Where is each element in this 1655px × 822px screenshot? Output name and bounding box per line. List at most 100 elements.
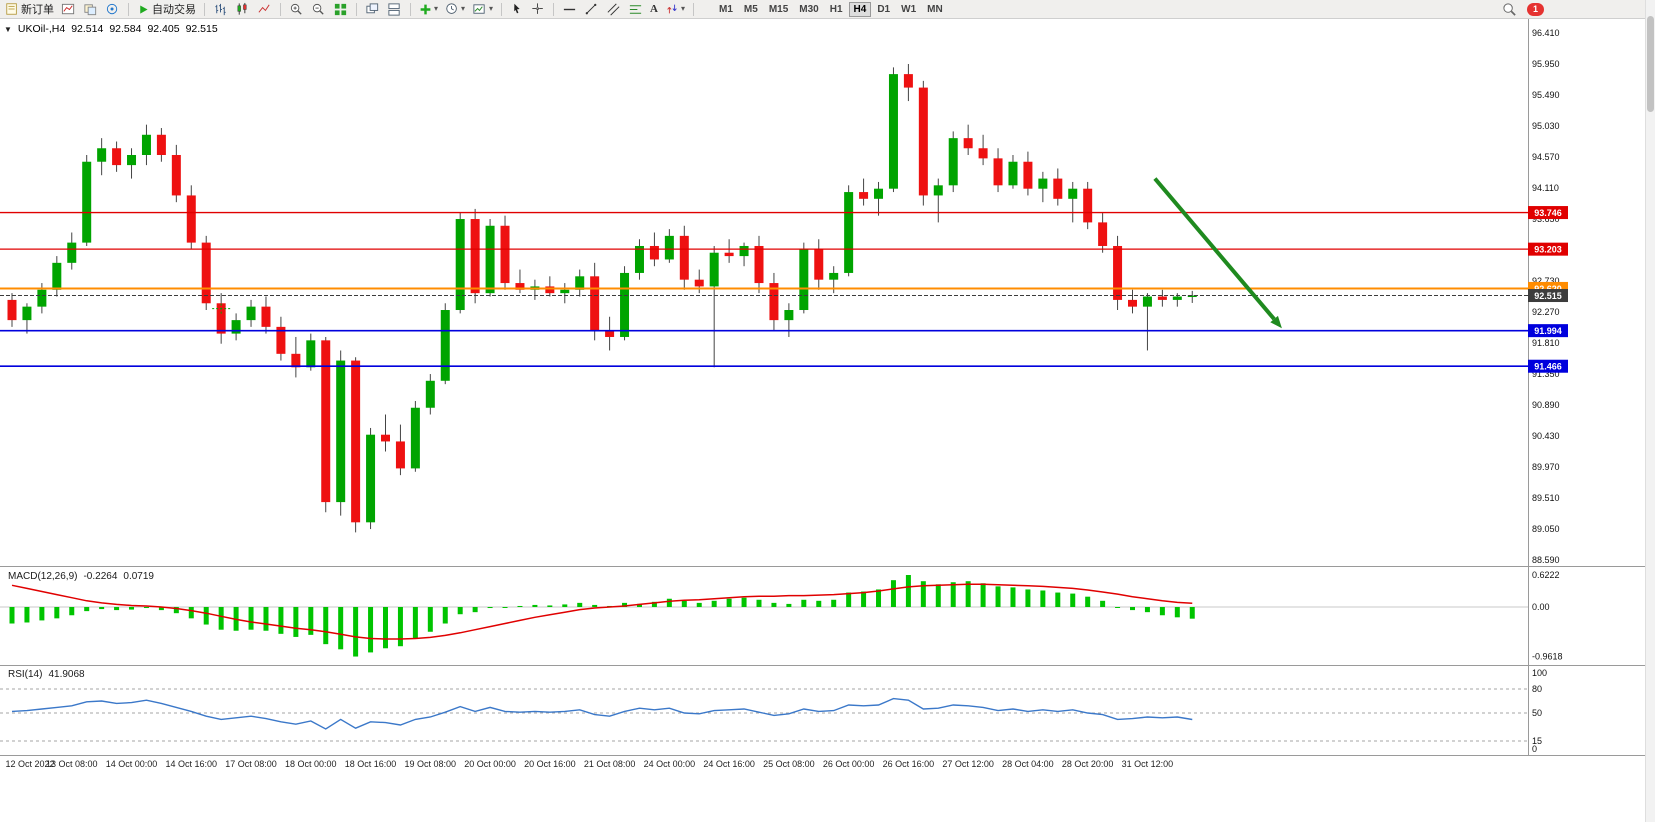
svg-text:92.515: 92.515 (1534, 291, 1562, 301)
svg-text:92.730: 92.730 (1532, 276, 1560, 286)
price-badge-91.994 (1528, 324, 1568, 338)
channel-icon (607, 3, 620, 15)
ohlc-bars-icon (215, 3, 226, 15)
toolbar-separator (501, 2, 503, 16)
tf-button-M15[interactable]: M15 (764, 2, 793, 17)
support-button[interactable] (103, 1, 122, 18)
profiles-icon (84, 3, 97, 15)
cursor-tool-button[interactable] (508, 1, 526, 18)
chevron-down-icon: ▾ (434, 4, 439, 13)
vertical-scrollbar[interactable] (1645, 0, 1655, 822)
trend-arrow[interactable] (1153, 177, 1276, 321)
hline-tool-button[interactable] (560, 1, 579, 18)
search-icon[interactable] (1502, 2, 1517, 17)
trendline-tool-button[interactable] (582, 1, 601, 18)
text-label-icon: A (650, 3, 658, 15)
svg-text:80: 80 (1532, 684, 1542, 694)
zoom-out-icon (312, 3, 324, 15)
svg-text:15: 15 (1532, 736, 1542, 746)
trendline-icon (585, 3, 597, 14)
new-chart-icon (61, 3, 75, 14)
candlestick-series (7, 64, 1197, 533)
oneclick-expand-icon[interactable]: ▼ (4, 24, 12, 34)
rsi-title: RSI(14) (8, 669, 43, 680)
svg-text:95.950: 95.950 (1532, 59, 1560, 69)
toolbar-separator (204, 2, 205, 16)
svg-text:26 Oct 00:00: 26 Oct 00:00 (823, 759, 875, 769)
bar-chart-type-button[interactable] (211, 1, 230, 18)
svg-text:89.050: 89.050 (1532, 524, 1560, 534)
svg-text:17 Oct 08:00: 17 Oct 08:00 (225, 759, 277, 769)
arrows-tool-button[interactable]: ▾ (663, 1, 687, 18)
svg-text:14 Oct 00:00: 14 Oct 00:00 (106, 759, 158, 769)
svg-text:88.590: 88.590 (1532, 555, 1560, 565)
tf-button-W1[interactable]: W1 (896, 2, 921, 17)
crosshair-tool-button[interactable] (529, 1, 547, 18)
new-order-icon (6, 3, 17, 15)
tf-button-D1[interactable]: D1 (872, 2, 895, 17)
periods-button[interactable]: ▾ (443, 1, 467, 18)
symbol-period-label: UKOil-,H4 (17, 23, 66, 35)
support-icon (106, 3, 118, 14)
timeframe-toolbar: M1 M5 M15 M30 H1 H4 D1 W1 MN (714, 1, 948, 17)
channel-tool-button[interactable] (604, 1, 623, 18)
arrange-windows-button[interactable] (385, 1, 404, 18)
candlestick-type-button[interactable] (233, 1, 252, 18)
macd-signal-value: 0.0719 (123, 571, 154, 582)
open-value: 92.514 (71, 23, 104, 35)
tf-button-H1[interactable]: H1 (825, 2, 848, 17)
profiles-button[interactable] (81, 1, 100, 18)
scrollbar-thumb[interactable] (1647, 16, 1654, 112)
tile-windows-icon (334, 3, 347, 15)
svg-text:24 Oct 16:00: 24 Oct 16:00 (703, 759, 755, 769)
svg-text:14 Oct 16:00: 14 Oct 16:00 (166, 759, 218, 769)
svg-text:-0.9618: -0.9618 (1532, 652, 1563, 662)
play-icon (140, 4, 148, 14)
tile-windows-button[interactable] (331, 1, 350, 18)
line-chart-type-button[interactable] (255, 1, 274, 18)
new-chart-button[interactable] (59, 1, 78, 18)
svg-text:91.466: 91.466 (1534, 362, 1562, 372)
trend-arrow-head[interactable] (1270, 315, 1282, 329)
tf-button-M30[interactable]: M30 (794, 2, 823, 17)
tf-button-MN[interactable]: MN (922, 2, 948, 17)
zoom-out-button[interactable] (309, 1, 328, 18)
tf-button-M5[interactable]: M5 (739, 2, 763, 17)
cascade-windows-button[interactable] (363, 1, 382, 18)
svg-text:12 Oct 2022: 12 Oct 2022 (5, 759, 54, 769)
cursor-icon (514, 3, 520, 14)
indicators-button[interactable]: ▾ (417, 1, 440, 18)
rsi-axis: 100 80 50 150 (1532, 668, 1547, 754)
text-tool-button[interactable]: A (648, 1, 660, 18)
clock-icon (446, 3, 457, 14)
new-order-button[interactable]: 新订单 (3, 1, 56, 18)
svg-text:27 Oct 12:00: 27 Oct 12:00 (942, 759, 994, 769)
svg-text:93.203: 93.203 (1534, 245, 1562, 255)
chevron-down-icon: ▾ (681, 4, 686, 13)
svg-text:100: 100 (1532, 668, 1547, 678)
autotrade-button[interactable]: 自动交易 (135, 1, 198, 18)
templates-button[interactable]: ▾ (470, 1, 495, 18)
toolbar-separator (356, 2, 357, 16)
svg-text:89.510: 89.510 (1532, 493, 1560, 503)
rsi-value: 41.9068 (48, 669, 85, 680)
fibonacci-tool-button[interactable] (626, 1, 645, 18)
horizontal-line-icon (563, 8, 576, 10)
tf-button-H4[interactable]: H4 (848, 1, 872, 17)
notification-badge[interactable]: 1 (1527, 2, 1544, 16)
low-value: 92.405 (147, 23, 180, 35)
rsi-line (11, 697, 1193, 730)
tf-button-M1[interactable]: M1 (714, 2, 738, 17)
crosshair-icon (532, 3, 543, 14)
svg-text:21 Oct 08:00: 21 Oct 08:00 (584, 759, 636, 769)
toolbar: 新订单 自动交易 ▾ (0, 0, 1645, 19)
toolbar-separator (410, 2, 411, 16)
svg-text:24 Oct 00:00: 24 Oct 00:00 (644, 759, 696, 769)
svg-text:18 Oct 16:00: 18 Oct 16:00 (345, 759, 397, 769)
zoom-in-button[interactable] (287, 1, 306, 18)
svg-text:92.620: 92.620 (1534, 284, 1562, 294)
svg-text:26 Oct 16:00: 26 Oct 16:00 (883, 759, 935, 769)
svg-text:95.490: 95.490 (1532, 90, 1560, 100)
